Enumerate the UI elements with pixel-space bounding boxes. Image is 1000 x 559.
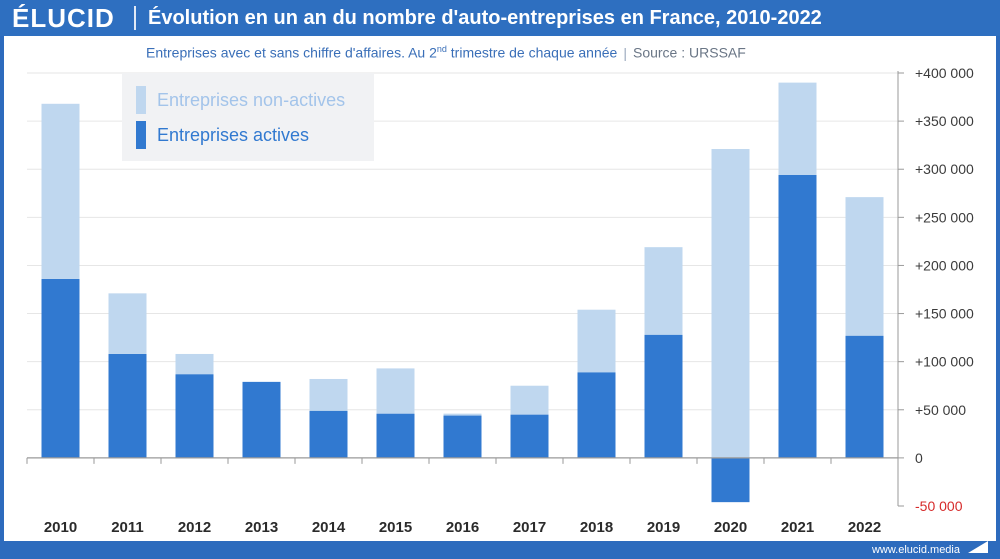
bar-active-2011 — [108, 353, 147, 458]
tick-labels: +400 000 +350 000 +300 000 +250 000 +200 000… — [44, 65, 974, 536]
x-tick-label: 2021 — [781, 519, 814, 536]
legend-swatch-non-active — [136, 86, 146, 114]
y-tick-label: -50 000 — [915, 498, 963, 514]
y-tick-label: +350 000 — [915, 113, 974, 129]
bar-active-2017 — [510, 414, 549, 458]
bar-active-2019 — [644, 334, 683, 458]
y-tick-label: +250 000 — [915, 209, 974, 225]
x-tick-label: 2017 — [513, 519, 546, 536]
source-label: Source : URSSAF — [632, 44, 746, 61]
bar-non-active-2011 — [108, 293, 147, 354]
y-tick-label: +100 000 — [915, 354, 974, 370]
bar-non-active-2021 — [778, 82, 817, 175]
x-tick-label: 2012 — [178, 519, 211, 536]
y-tick-label: +300 000 — [915, 161, 974, 177]
bar-active-2015 — [376, 413, 415, 458]
bar-non-active-2017 — [510, 385, 549, 415]
y-tick-label: +50 000 — [915, 402, 966, 418]
bar-non-active-2010 — [41, 103, 80, 279]
y-tick-label: +400 000 — [915, 65, 974, 81]
legend-swatch-active — [136, 121, 146, 149]
x-tick-label: 2014 — [312, 519, 346, 536]
bar-non-active-2016 — [443, 413, 482, 416]
bar-active-2013 — [242, 381, 281, 458]
subtitle-superscript: nd — [436, 44, 447, 54]
elucid-logo: ÉLUCID — [12, 3, 115, 33]
axes — [26, 71, 904, 507]
bar-non-active-2015 — [376, 368, 415, 414]
bar-active-2018 — [577, 372, 616, 458]
legend-label-active: Entreprises actives — [157, 125, 310, 145]
chart-title: Évolution en un an du nombre d'auto-entr… — [148, 7, 822, 29]
x-tick-label: 2016 — [446, 519, 479, 536]
bar-active-2021 — [778, 174, 817, 458]
bars — [41, 82, 884, 503]
bar-non-active-2014 — [309, 378, 348, 411]
bar-active-2016 — [443, 415, 482, 458]
x-tick-label: 2019 — [647, 519, 680, 536]
chart-legend: Entreprises non-actives Entreprises acti… — [122, 73, 374, 161]
subtitle-text-end: trimestre de chaque année — [446, 44, 618, 61]
bar-non-active-2020 — [711, 149, 750, 458]
y-tick-label: +150 000 — [915, 306, 974, 322]
chart-subtitle: Entreprises avec et sans chiffre d'affai… — [146, 40, 746, 62]
x-tick-label: 2010 — [44, 519, 77, 536]
x-tick-label: 2020 — [714, 519, 747, 536]
subtitle-text: Entreprises avec et sans chiffre d'affai… — [146, 44, 437, 61]
bar-non-active-2022 — [845, 197, 884, 336]
bar-active-2014 — [309, 410, 348, 458]
x-tick-label: 2011 — [111, 519, 144, 536]
bar-non-active-2012 — [175, 353, 214, 375]
bar-non-active-2019 — [644, 247, 683, 335]
x-tick-label: 2013 — [245, 519, 278, 536]
x-tick-label: 2022 — [848, 519, 881, 536]
y-tick-label: 0 — [915, 450, 923, 466]
bar-active-2022 — [845, 335, 884, 458]
footer-logo-mark — [968, 541, 988, 553]
bar-active-2020 — [711, 457, 750, 503]
y-tick-label: +200 000 — [915, 257, 974, 273]
bar-non-active-2018 — [577, 309, 616, 373]
bar-active-2012 — [175, 374, 214, 458]
subtitle-separator: | — [623, 44, 627, 61]
footer-website: www.elucid.media — [871, 544, 960, 556]
logo-separator — [134, 6, 136, 30]
legend-label-non-active: Entreprises non-actives — [157, 90, 346, 110]
bar-active-2010 — [41, 278, 80, 458]
grid-lines — [27, 72, 898, 411]
header-bar: ÉLUCID Évolution en un an du nombre d'au… — [0, 0, 1000, 36]
x-tick-label: 2018 — [580, 519, 613, 536]
x-tick-label: 2015 — [379, 519, 412, 536]
